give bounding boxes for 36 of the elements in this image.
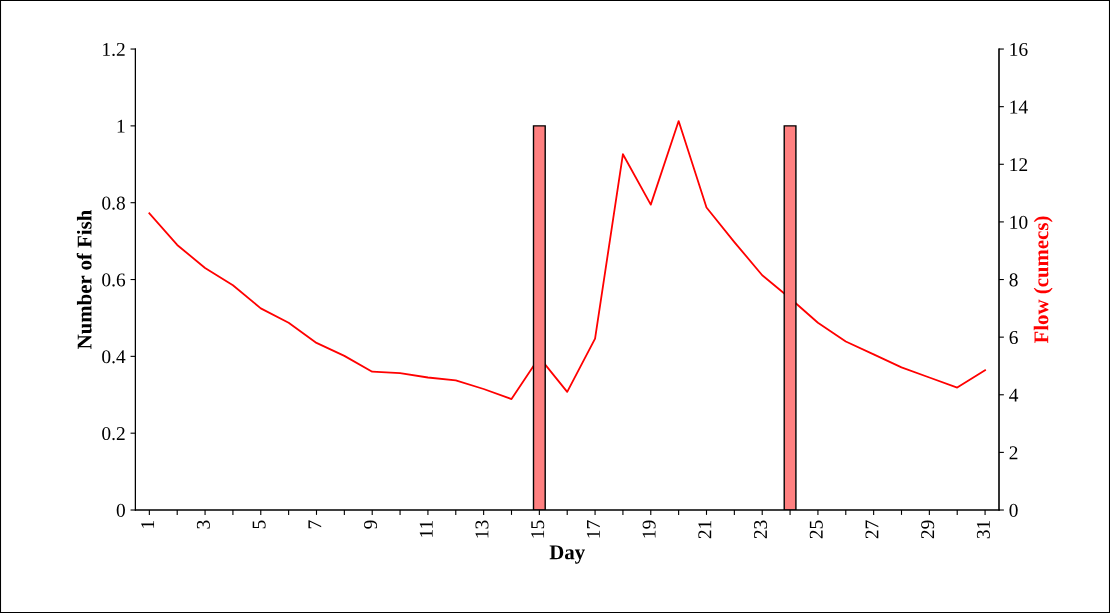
x-tick-label: 15	[531, 520, 545, 538]
x-tick-label: 11	[419, 520, 433, 537]
x-tick-label: 1	[141, 520, 155, 528]
y2-tick-label: 0	[1009, 503, 1018, 517]
x-tick-label: 25	[809, 520, 823, 539]
x-tick-label: 27	[865, 520, 879, 539]
y-tick-label: 0.8	[102, 196, 125, 210]
y-tick-label: 1	[117, 119, 125, 133]
y2-tick-label: 4	[1009, 388, 1019, 402]
y2-tick-label: 8	[1009, 273, 1018, 287]
x-tick-label: 3	[196, 520, 210, 529]
y2-tick-label: 2	[1009, 446, 1018, 460]
y-axis-title: Number of Fish	[76, 210, 92, 349]
y2-axis-title: Flow (cumecs)	[1033, 216, 1053, 344]
y-tick-label: 0.6	[102, 273, 126, 287]
y-tick-label: 0.4	[102, 350, 126, 364]
x-tick-label: 9	[364, 520, 378, 529]
y2-tick-label: 10	[1010, 215, 1028, 229]
x-tick-label: 21	[698, 520, 712, 539]
x-tick-label: 17	[586, 520, 600, 538]
y2-tick-label: 6	[1009, 331, 1018, 345]
y-tick-label: 1.2	[103, 42, 125, 57]
x-tick-label: 7	[308, 520, 322, 529]
x-tick-label: 23	[754, 520, 768, 539]
y-tick-label: 0.2	[102, 427, 125, 441]
y-tick-label: 0	[116, 503, 125, 517]
x-tick-label: 19	[642, 520, 656, 538]
x-tick-label: 5	[252, 520, 266, 529]
x-axis-title: Day	[549, 545, 585, 564]
x-tick-label: 29	[921, 520, 935, 539]
y2-tick-label: 14	[1010, 100, 1028, 114]
x-tick-label: 13	[475, 520, 489, 538]
line-series	[148, 120, 986, 400]
y2-tick-label: 12	[1010, 158, 1028, 172]
y2-tick-label: 16	[1010, 42, 1028, 56]
x-tick-label: 31	[976, 520, 990, 539]
